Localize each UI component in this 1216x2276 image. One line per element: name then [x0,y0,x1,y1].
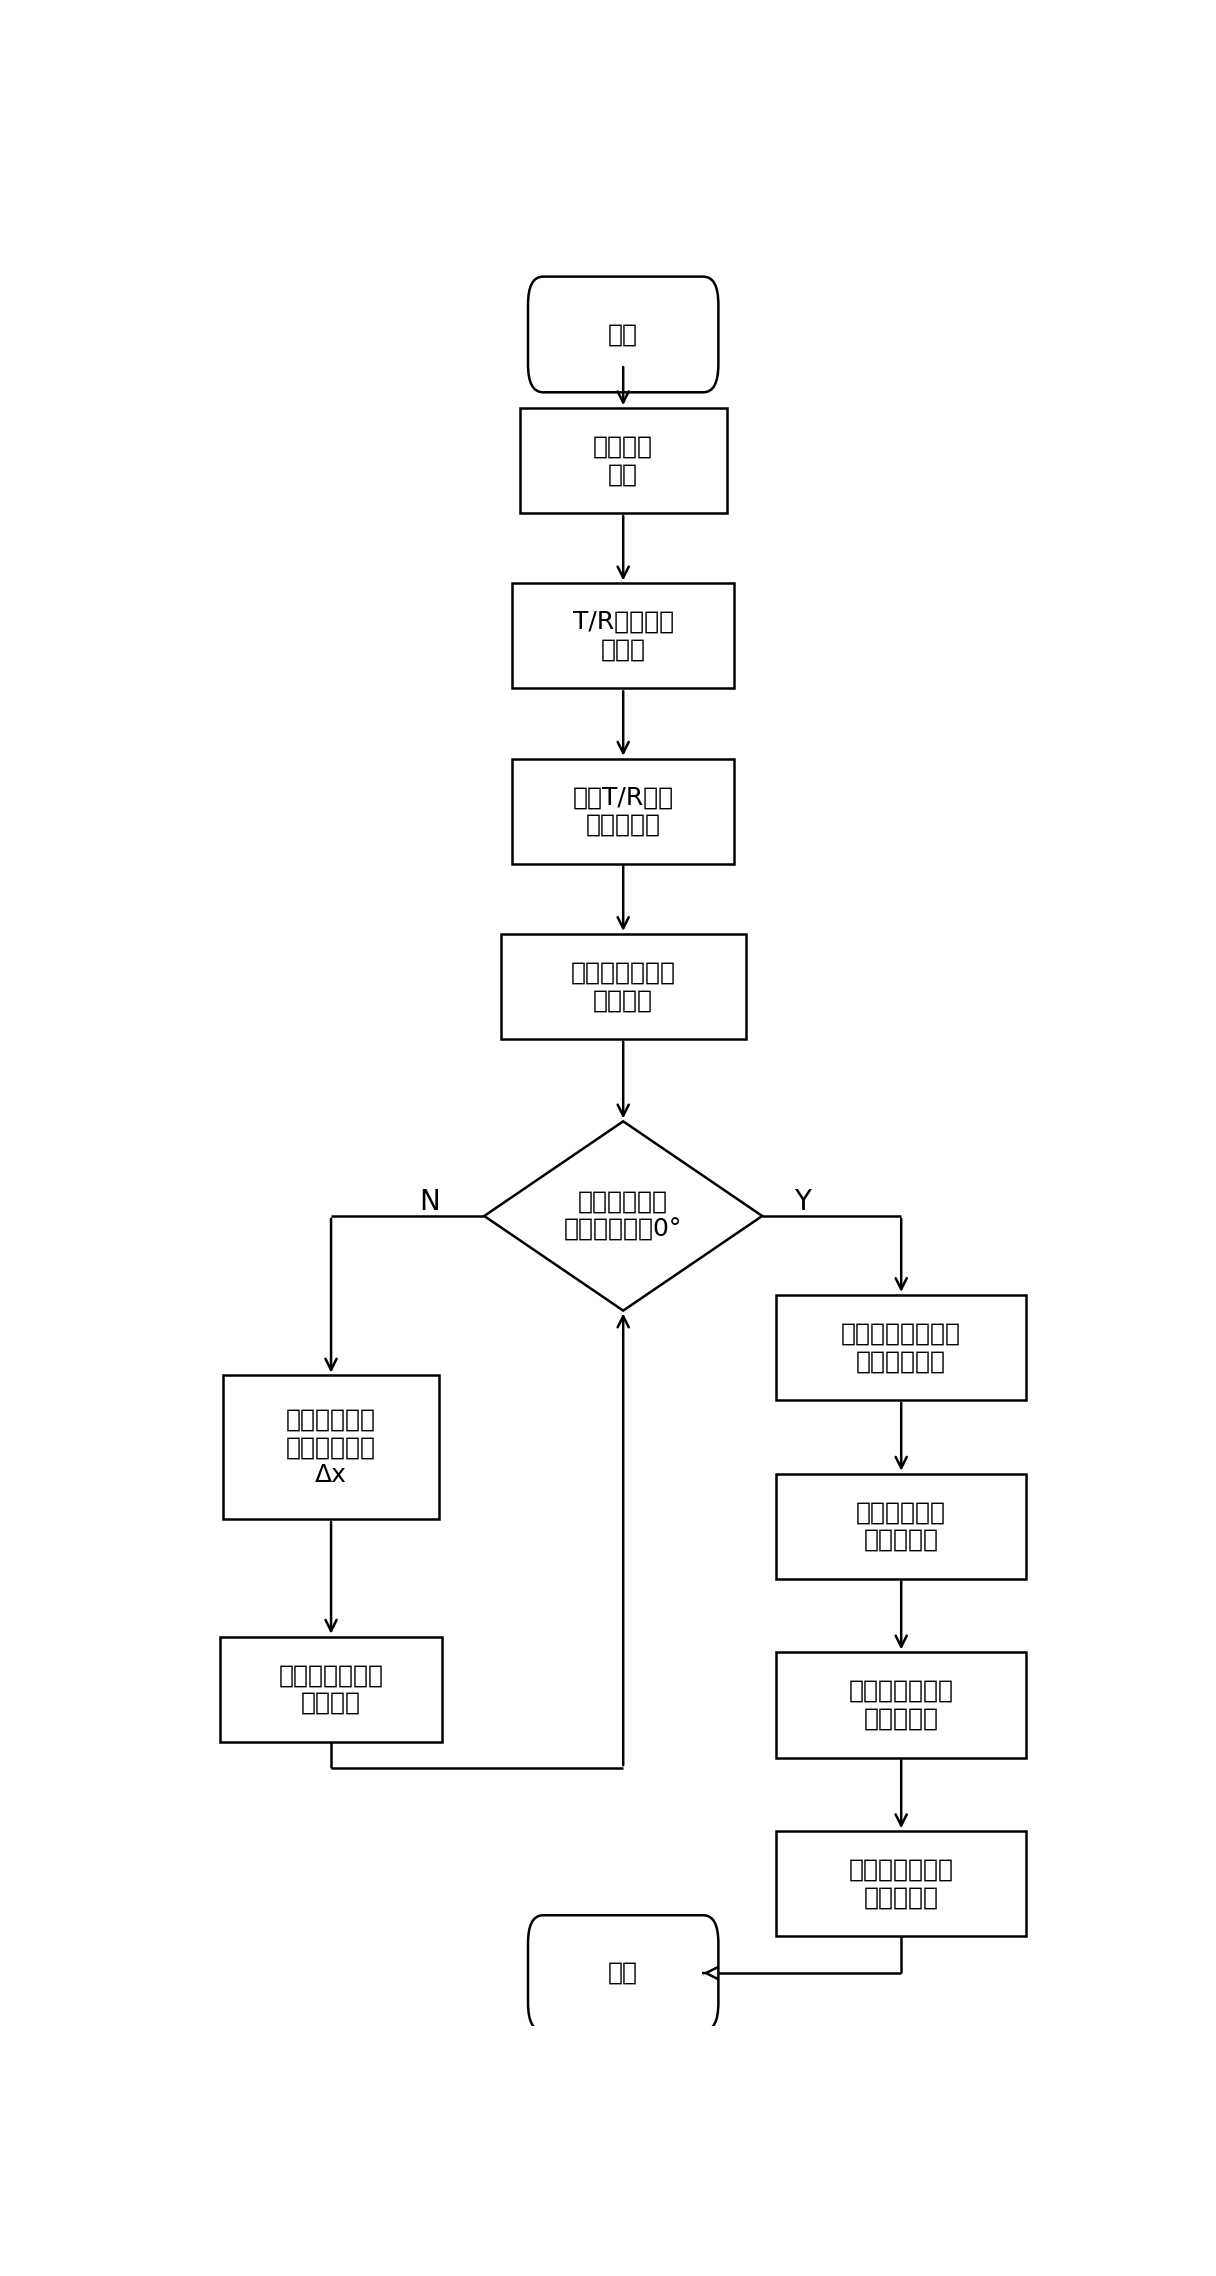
Bar [220,1636,441,1741]
Bar [776,1832,1026,1937]
Text: 利用扫描架将
辅助天线移动
Δx: 利用扫描架将 辅助天线移动 Δx [286,1407,376,1486]
Bar [519,407,727,512]
Text: 计算接收信号
理论相位值: 计算接收信号 理论相位值 [856,1500,946,1552]
Bar [223,1375,439,1518]
Text: 测试相控阵天线
差方向图: 测试相控阵天线 差方向图 [570,960,676,1013]
Text: 设置T/R组件
为接收状态: 设置T/R组件 为接收状态 [573,785,674,838]
Text: 结束: 结束 [608,1962,638,1985]
FancyBboxPatch shape [528,278,719,391]
Text: 计算天线各通道
幅度补偿值: 计算天线各通道 幅度补偿值 [849,1857,953,1910]
Bar [776,1473,1026,1580]
FancyBboxPatch shape [528,1914,719,2030]
Text: T/R组件幅相
初校准: T/R组件幅相 初校准 [573,610,674,662]
Bar [776,1295,1026,1400]
Bar [776,1652,1026,1757]
Text: 测试相控阵天线
差方向图: 测试相控阵天线 差方向图 [278,1664,383,1716]
Polygon shape [484,1122,762,1311]
Text: 开始: 开始 [608,323,638,346]
Bar [512,583,734,687]
Text: 计算天线各通道
相位补偿值: 计算天线各通道 相位补偿值 [849,1680,953,1730]
Bar [501,933,745,1038]
Text: Y: Y [794,1188,811,1215]
Bar [512,758,734,863]
Text: 差波束中心零
点位置是否为0°: 差波束中心零 点位置是否为0° [564,1190,682,1243]
Text: 测试系统
搭建: 测试系统 搭建 [593,435,653,487]
Text: 逐通道测试接收信
号的幅相信息: 逐通道测试接收信 号的幅相信息 [841,1322,961,1372]
Text: N: N [420,1188,440,1215]
